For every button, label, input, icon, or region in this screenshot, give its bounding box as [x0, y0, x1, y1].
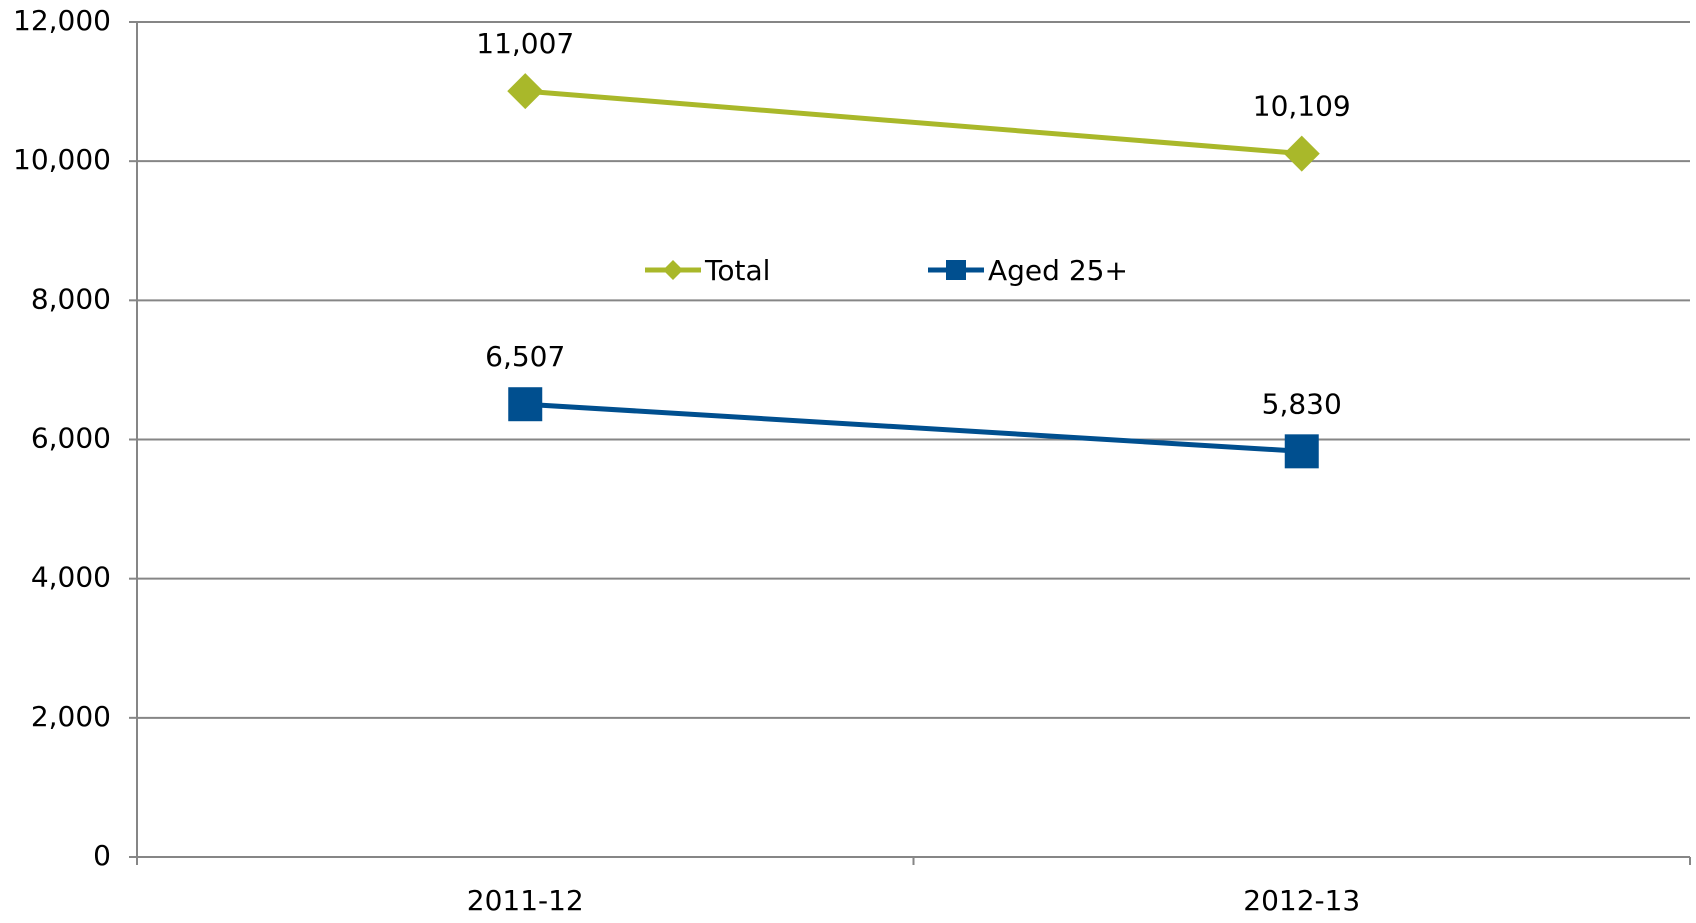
y-tick-label: 0: [93, 839, 111, 872]
data-point: [507, 73, 544, 110]
legend-label: Total: [704, 254, 770, 287]
x-tick-label: 2012-13: [1243, 884, 1360, 917]
data-point: [508, 387, 543, 422]
data-point: [1284, 434, 1319, 469]
data-label: 11,007: [476, 27, 574, 60]
data-label: 6,507: [485, 340, 565, 373]
y-tick-label: 6,000: [31, 422, 111, 455]
y-tick-label: 4,000: [31, 561, 111, 594]
legend-marker: [663, 260, 683, 280]
series-line: [525, 401, 1302, 454]
data-label: 10,109: [1253, 90, 1351, 123]
y-tick-label: 8,000: [31, 282, 111, 315]
legend-label: Aged 25+: [988, 254, 1128, 287]
y-tick-label: 12,000: [13, 4, 111, 37]
data-point: [1283, 135, 1320, 172]
legend-marker: [946, 260, 966, 280]
x-tick-label: 2011-12: [467, 884, 584, 917]
data-label: 5,830: [1262, 387, 1342, 420]
y-tick-label: 2,000: [31, 700, 111, 733]
series-line: [525, 88, 1302, 157]
y-tick-label: 10,000: [13, 143, 111, 176]
